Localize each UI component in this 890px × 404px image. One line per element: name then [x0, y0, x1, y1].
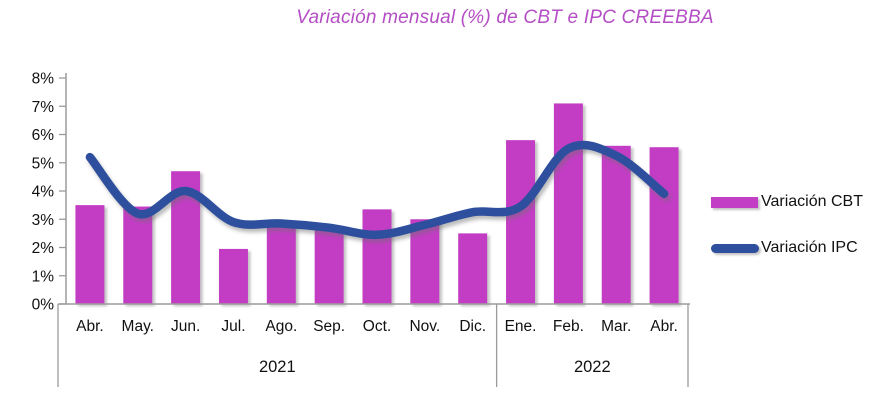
legend-item-ipc: Variación IPC [711, 237, 863, 259]
y-axis-label-5: 5% [32, 155, 55, 172]
legend-label-cbt: Variación CBT [761, 193, 863, 210]
y-axis-label-2: 2% [32, 240, 55, 257]
bar-dic-2021 [458, 233, 488, 304]
y-axis-label-4: 4% [32, 184, 55, 201]
bar-abr-2022 [649, 147, 679, 304]
bar-mar-2022 [601, 145, 631, 304]
x-axis-label-ene-2022: Ene. [505, 318, 537, 335]
bar-ene-2022 [506, 140, 536, 304]
x-axis-label-abr-2021: Abr. [76, 318, 104, 335]
legend-item-cbt: Variación CBT [711, 191, 863, 213]
y-axis-label-8: 8% [32, 71, 55, 88]
x-axis-label-nov-2021: Nov. [409, 318, 440, 335]
y-axis-label-0: 0% [32, 297, 55, 314]
legend-label-ipc: Variación IPC [761, 239, 858, 256]
year-label-2022: 2022 [574, 358, 611, 376]
x-axis-label-jul-2021: Jul. [221, 318, 245, 335]
x-axis-label-may-2021: May. [122, 318, 154, 335]
x-axis-label-abr-2022: Abr. [650, 318, 678, 335]
y-axis-label-6: 6% [32, 127, 55, 144]
bar-nov-2021 [410, 219, 440, 304]
bar-ago-2021 [266, 222, 296, 304]
ipc-line-swatch-icon [711, 243, 759, 253]
x-axis-label-sep-2021: Sep. [313, 318, 345, 335]
x-axis-label-ago-2021: Ago. [265, 318, 297, 335]
cbt-bar-swatch-icon [711, 196, 758, 208]
y-axis-label-1: 1% [32, 268, 55, 285]
x-axis-label-oct-2021: Oct. [363, 318, 391, 335]
chart-title: Variación mensual (%) de CBT e IPC CREEB… [296, 7, 714, 28]
bar-oct-2021 [362, 209, 392, 304]
x-axis-label-feb-2022: Feb. [553, 318, 584, 335]
year-label-2021: 2021 [259, 358, 296, 376]
bar-sep-2021 [314, 230, 344, 304]
bar-may-2021 [123, 206, 153, 304]
y-axis-label-7: 7% [32, 99, 55, 116]
y-axis-label-3: 3% [32, 212, 55, 229]
x-axis-label-mar-2022: Mar. [601, 318, 631, 335]
legend: Variación CBT Variación IPC [711, 191, 863, 283]
x-axis-label-jun-2021: Jun. [171, 318, 200, 335]
bar-feb-2022 [553, 103, 583, 304]
ipc-line [85, 140, 669, 240]
x-axis-label-dic-2021: Dic. [459, 318, 486, 335]
bar-jul-2021 [218, 248, 248, 304]
bar-abr-2021 [75, 205, 105, 304]
